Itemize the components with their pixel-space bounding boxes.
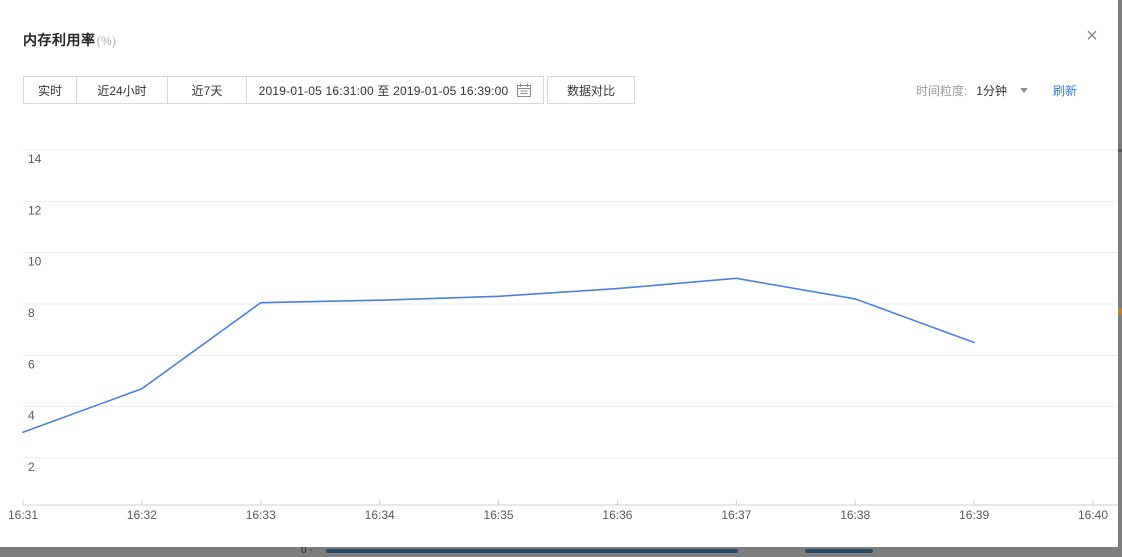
chart-toolbar: 实时 近24小时 近7天 2019-01-05 16:31:00 至 2019-… <box>23 76 1077 104</box>
x-axis-tick-label: 16:34 <box>365 508 395 522</box>
window-scrollbar[interactable] <box>1118 0 1122 557</box>
x-axis-tick-label: 16:33 <box>246 508 276 522</box>
granularity-label: 时间粒度: <box>915 83 968 98</box>
line-chart: 2 4 6 8 10 12 14 16:31 16:32 16:33 16:34 16:35 16:36… <box>8 149 1118 522</box>
y-axis-tick-label: 4 <box>28 409 35 423</box>
tab-realtime[interactable]: 实时 <box>23 76 77 104</box>
x-axis-tick-label: 16:38 <box>840 508 870 522</box>
date-range-picker[interactable]: 2019-01-05 16:31:00 至 2019-01-05 16:39:0… <box>246 76 544 104</box>
granularity-cluster: 时间粒度: 1分钟 刷新 <box>916 76 1077 104</box>
y-axis-tick-label: 2 <box>28 460 35 474</box>
background-bar <box>805 549 873 553</box>
background-page-strip: 0 - <box>0 547 1122 557</box>
tab-last-24h[interactable]: 近24小时 <box>76 76 168 104</box>
x-axis-tick-label: 16:32 <box>127 508 157 522</box>
data-compare-button[interactable]: 数据对比 <box>547 76 635 104</box>
y-axis-tick-label: 12 <box>28 203 42 217</box>
background-bar <box>326 549 738 553</box>
metric-name: 内存利用率 <box>23 32 96 48</box>
granularity-select[interactable]: 1分钟 <box>976 82 1028 99</box>
refresh-button[interactable]: 刷新 <box>1052 83 1077 98</box>
y-axis-tick-label: 8 <box>28 306 35 320</box>
x-axis-tick-label: 16:40 <box>1078 508 1108 522</box>
background-partial-text: 0 - <box>301 547 313 556</box>
chevron-down-icon <box>1019 87 1028 93</box>
background-fragment <box>1118 308 1122 315</box>
x-axis-tick-label: 16:31 <box>8 508 38 522</box>
x-axis-tick-label: 16:39 <box>959 508 989 522</box>
scrollbar-notch <box>1118 149 1122 152</box>
y-axis-tick-label: 10 <box>28 255 42 269</box>
tab-last-7d[interactable]: 近7天 <box>167 76 247 104</box>
time-range-button-group: 实时 近24小时 近7天 2019-01-05 16:31:00 至 2019-… <box>23 76 544 104</box>
close-icon[interactable]: × <box>1086 25 1098 47</box>
x-axis-tick-label: 16:37 <box>721 508 751 522</box>
y-axis-tick-label: 6 <box>28 357 35 371</box>
calendar-icon <box>517 83 532 97</box>
x-axis-tick-label: 16:35 <box>484 508 514 522</box>
granularity-value: 1分钟 <box>976 83 1007 98</box>
x-axis-tick-label: 16:36 <box>602 508 632 522</box>
y-axis-tick-label: 14 <box>28 152 42 166</box>
page-title: 内存利用率(%) <box>23 30 117 50</box>
date-range-value: 2019-01-05 16:31:00 至 2019-01-05 16:39:0… <box>258 83 509 98</box>
metric-unit: (%) <box>96 34 117 48</box>
series-line <box>22 277 975 434</box>
